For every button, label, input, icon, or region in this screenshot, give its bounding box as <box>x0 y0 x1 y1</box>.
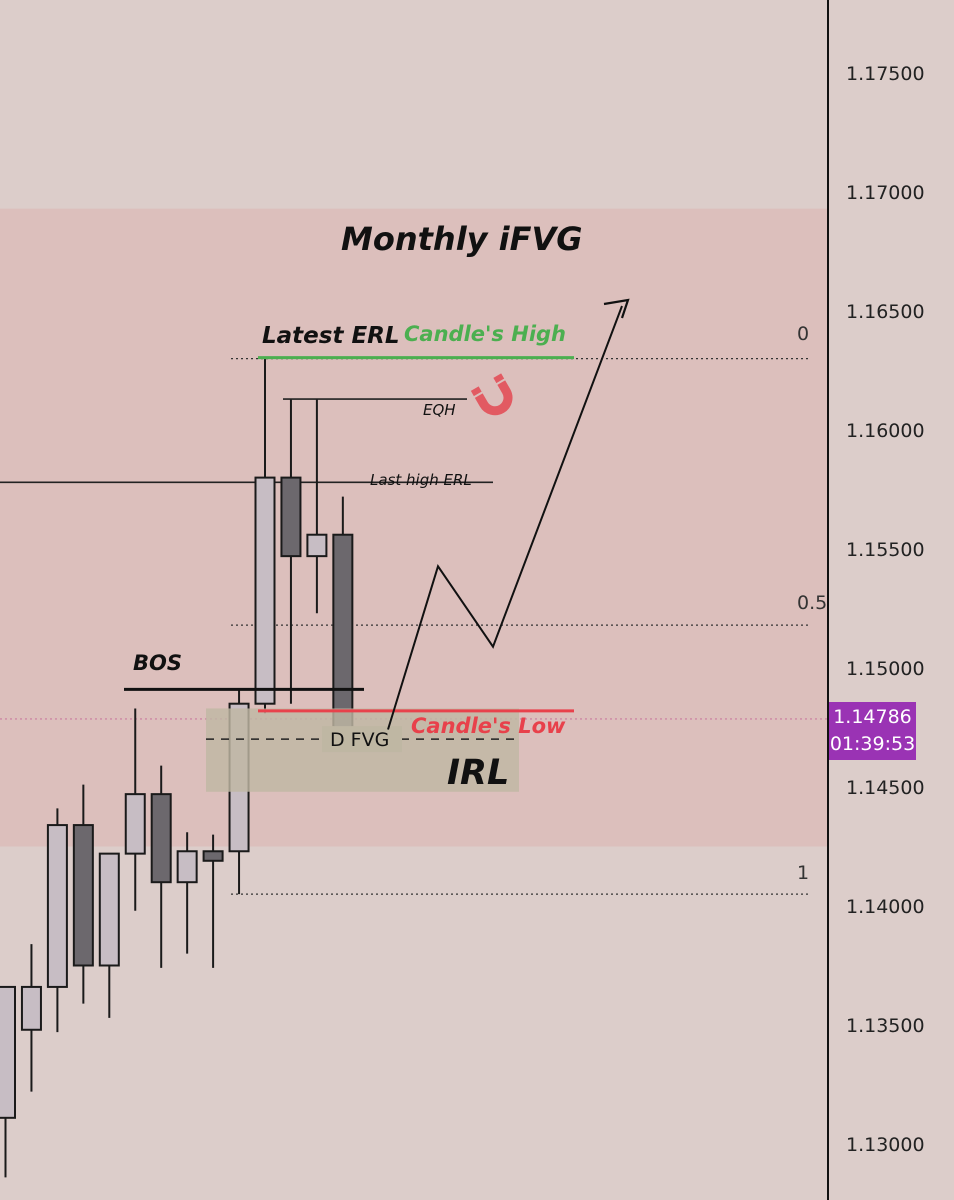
magnet-tip-right <box>493 373 505 384</box>
magnet-body <box>474 380 513 416</box>
y-tick-label: 1.17500 <box>846 63 925 85</box>
candle-body <box>280 476 302 558</box>
candle[interactable] <box>176 832 198 954</box>
bos-label: BOS <box>133 651 182 675</box>
chart-title: Monthly iFVG <box>341 220 583 258</box>
y-tick-label: 1.15500 <box>846 539 925 561</box>
candle-body <box>306 533 328 558</box>
y-tick-label: 1.17000 <box>846 182 925 204</box>
projected-path-arrowhead <box>603 298 630 319</box>
candle-body <box>202 850 224 862</box>
fib-level-label: 1 <box>797 862 809 884</box>
candle-low-label: Candle's Low <box>411 714 566 738</box>
candle[interactable] <box>0 985 16 1178</box>
candle[interactable] <box>124 708 146 911</box>
y-tick-label: 1.13000 <box>846 1134 925 1156</box>
candle[interactable] <box>20 944 42 1092</box>
candle[interactable] <box>254 358 276 714</box>
y-tick-label: 1.15000 <box>846 658 925 680</box>
current-price-value: 1.14786 <box>833 706 912 728</box>
d-fvg-label-bg <box>322 726 402 753</box>
magnet-icon <box>470 373 513 416</box>
irl-label: IRL <box>447 753 509 793</box>
candle[interactable] <box>332 496 354 740</box>
candle[interactable] <box>202 834 224 968</box>
candle-body <box>332 533 354 729</box>
latest-erl-label: Latest ERL <box>262 323 400 349</box>
last-high-erl-label: Last high ERL <box>370 471 472 489</box>
fib-level-label: 0.5 <box>797 592 827 614</box>
candle-body <box>254 476 276 705</box>
projected-path-line <box>387 305 623 730</box>
magnet-tip-left <box>470 386 482 397</box>
eqh-label: EQH <box>423 401 456 419</box>
y-tick-label: 1.13500 <box>846 1015 925 1037</box>
candle-high-label: Candle's High <box>404 322 566 346</box>
candle-body <box>98 852 120 967</box>
fib-level-label: 0 <box>797 323 809 345</box>
candle-body <box>46 824 68 988</box>
candle[interactable] <box>98 852 120 1018</box>
d-fvg-label: D FVG <box>330 729 389 751</box>
y-tick-label: 1.14000 <box>846 896 925 918</box>
candle[interactable] <box>72 784 94 1004</box>
candle[interactable] <box>280 399 302 704</box>
candle[interactable] <box>306 399 328 614</box>
candle-body <box>20 985 42 1031</box>
y-tick-label: 1.14500 <box>846 777 925 799</box>
candle-body <box>176 850 198 884</box>
candle[interactable] <box>150 765 172 968</box>
candle-body <box>124 793 146 855</box>
candle-body <box>150 793 172 884</box>
current-price-tag: 1.14786 01:39:53 <box>829 702 916 760</box>
bar-countdown: 01:39:53 <box>829 733 916 755</box>
candle-body <box>72 824 94 967</box>
y-tick-label: 1.16500 <box>846 301 925 323</box>
candle[interactable] <box>46 808 68 1033</box>
candle-body <box>0 985 16 1119</box>
y-tick-label: 1.16000 <box>846 420 925 442</box>
